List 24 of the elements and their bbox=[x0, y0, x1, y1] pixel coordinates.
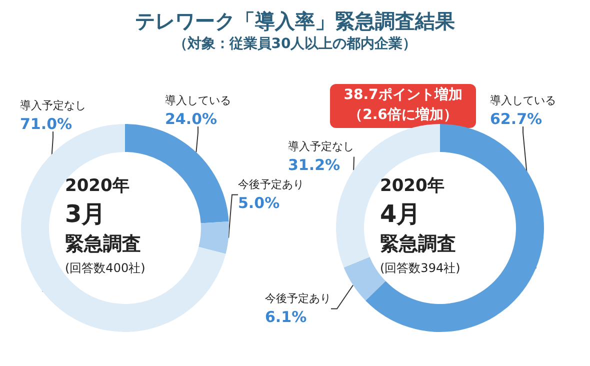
data-label: 31.2% bbox=[288, 156, 340, 174]
text: (回答数394社) bbox=[380, 261, 460, 275]
data-label: 5.0% bbox=[238, 194, 280, 212]
data-label: 6.1% bbox=[265, 308, 307, 326]
text: 3月 bbox=[65, 200, 106, 228]
slice-label: 導入予定なし bbox=[20, 99, 86, 112]
chart-subtitle: （対象：従業員30人以上の都内企業） bbox=[172, 35, 418, 53]
slice-label: 今後予定あり bbox=[265, 292, 331, 305]
slice-label: 導入している bbox=[165, 94, 231, 107]
data-label: 62.7% bbox=[490, 110, 542, 128]
data-label: 24.0% bbox=[165, 110, 218, 128]
text: （2.6倍に増加） bbox=[348, 106, 458, 123]
text: 2020年 bbox=[380, 176, 444, 196]
slice-label: 導入予定なし bbox=[288, 140, 354, 153]
text: (回答数400社) bbox=[65, 261, 146, 275]
text: 2020年 bbox=[65, 176, 130, 196]
slice-label: 導入している bbox=[490, 94, 556, 107]
chart-title: テレワーク「導入率」緊急調査結果 bbox=[134, 8, 456, 35]
slice-label: 今後予定あり bbox=[238, 178, 304, 191]
text: 緊急調査 bbox=[65, 233, 141, 255]
text: 緊急調査 bbox=[380, 233, 456, 255]
text: 38.7ポイント増加 bbox=[344, 86, 462, 103]
text: 4月 bbox=[380, 200, 421, 228]
data-label: 71.0% bbox=[20, 115, 72, 133]
